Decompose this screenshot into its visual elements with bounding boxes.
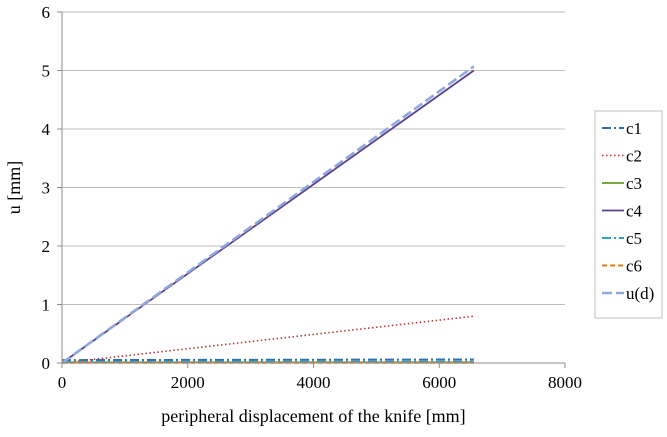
legend-label-c1: c1 xyxy=(626,119,642,138)
y-tick-label: 5 xyxy=(42,62,51,81)
legend-box xyxy=(594,110,663,319)
x-tick-label: 2000 xyxy=(171,373,205,392)
series-line-ud xyxy=(61,65,475,365)
series-layer xyxy=(61,65,475,365)
legend-label-c3: c3 xyxy=(626,174,642,193)
legend-label-c5: c5 xyxy=(626,229,642,248)
x-tick-labels: 0 2000 4000 6000 8000 xyxy=(58,373,582,392)
series-line-c1 xyxy=(61,358,474,362)
x-tick-label: 0 xyxy=(58,373,67,392)
legend: c1 c2 c3 c4 c5 c6 u(d) xyxy=(594,110,663,319)
y-tick-label: 1 xyxy=(42,296,51,315)
y-tick-labels: 0 1 2 3 4 5 6 xyxy=(42,3,51,373)
legend-label-c4: c4 xyxy=(626,202,643,221)
x-tick-label: 4000 xyxy=(297,373,331,392)
legend-label-c2: c2 xyxy=(626,147,642,166)
y-axis-title: u [mm] xyxy=(4,161,24,215)
legend-label-c6: c6 xyxy=(626,257,642,276)
legend-label-ud: u(d) xyxy=(626,284,654,303)
y-tick-label: 2 xyxy=(42,237,51,256)
x-tick-label: 6000 xyxy=(422,373,456,392)
series-line-c2 xyxy=(61,315,474,364)
y-tick-label: 0 xyxy=(42,354,51,373)
grid-lines xyxy=(57,11,566,368)
x-tick-label: 8000 xyxy=(548,373,582,392)
x-axis-title: peripheral displacement of the knife [mm… xyxy=(161,406,465,426)
y-tick-label: 6 xyxy=(42,3,51,22)
y-tick-label: 4 xyxy=(42,120,51,139)
y-tick-label: 3 xyxy=(42,179,51,198)
